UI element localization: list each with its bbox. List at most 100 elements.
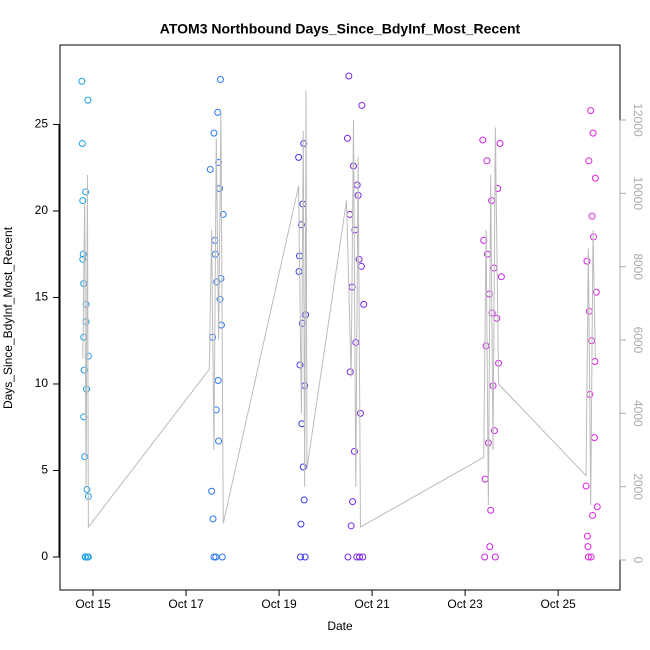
point [347, 522, 355, 530]
y2-tick-label: 4000 [631, 400, 645, 427]
y2-tick-label: 12000 [631, 103, 645, 137]
y2-tick-label: 0 [631, 557, 645, 564]
point [297, 221, 305, 229]
point [82, 553, 90, 561]
x-axis-label: Date [327, 619, 353, 633]
point [584, 543, 592, 551]
plot-box [59, 44, 621, 591]
point [358, 101, 366, 109]
point [497, 273, 505, 281]
point [589, 511, 597, 519]
point [591, 174, 599, 182]
point [592, 288, 600, 296]
chart-title: ATOM3 Northbound Days_Since_BdyInf_Most_… [160, 21, 521, 37]
point [480, 236, 488, 244]
point [490, 427, 498, 435]
point [359, 553, 367, 561]
point [84, 96, 92, 104]
point [345, 72, 353, 80]
point [79, 197, 87, 205]
point [301, 553, 309, 561]
point [488, 197, 496, 205]
y-tick-label: 25 [35, 117, 49, 131]
point [589, 129, 597, 137]
point [584, 553, 592, 561]
point [215, 437, 223, 445]
point [209, 515, 217, 523]
point [206, 165, 214, 173]
point [297, 520, 305, 528]
point [295, 268, 303, 276]
point [296, 361, 304, 369]
line-series [82, 90, 596, 529]
point [214, 377, 222, 385]
y2-tick-label: 8000 [631, 253, 645, 280]
x-tick-label: Oct 25 [540, 597, 576, 611]
y2-tick-label: 6000 [631, 327, 645, 354]
point [482, 342, 490, 350]
point [583, 532, 591, 540]
point [493, 314, 501, 322]
point [346, 368, 354, 376]
y-tick-label: 20 [35, 203, 49, 217]
point [82, 188, 90, 196]
point [360, 300, 368, 308]
x-tick-label: Oct 21 [354, 597, 390, 611]
point [479, 136, 487, 144]
point [346, 210, 354, 218]
point [590, 434, 598, 442]
point [582, 482, 590, 490]
point [487, 506, 495, 514]
point [481, 553, 489, 561]
point [350, 447, 358, 455]
point [496, 140, 504, 147]
x-tick-label: Oct 15 [75, 597, 111, 611]
point [79, 255, 87, 263]
point [591, 357, 599, 365]
x-tick-label: Oct 23 [447, 597, 483, 611]
y-tick-label: 0 [41, 549, 48, 563]
y-axis-label: Days_Since_BdyInf_Most_Recent [1, 226, 15, 409]
point [218, 553, 226, 561]
point [352, 338, 360, 346]
point [213, 278, 221, 286]
point [356, 553, 364, 561]
y2-tick-label: 2000 [631, 473, 645, 500]
point [214, 108, 222, 116]
point [343, 134, 351, 142]
point [79, 250, 87, 258]
point [587, 553, 595, 561]
point [353, 181, 361, 189]
point [588, 212, 596, 220]
point [210, 129, 218, 137]
point [356, 409, 364, 417]
point [593, 503, 601, 511]
point [300, 496, 308, 504]
point [483, 157, 491, 165]
point [217, 321, 225, 329]
point [212, 553, 220, 561]
point [83, 486, 91, 493]
point [299, 463, 307, 471]
point [491, 553, 499, 561]
point [349, 498, 357, 506]
x-tick-label: Oct 17 [168, 597, 204, 611]
point [585, 157, 593, 165]
point [494, 184, 502, 192]
point [81, 453, 89, 461]
point [344, 553, 352, 561]
point [216, 295, 224, 303]
point [78, 77, 86, 85]
point [296, 553, 304, 561]
point [210, 553, 218, 561]
point [216, 75, 224, 83]
point [78, 140, 86, 147]
point [84, 553, 92, 561]
point [583, 257, 591, 265]
y-tick-label: 15 [35, 290, 49, 304]
y-tick-label: 10 [35, 376, 49, 390]
y-tick-label: 5 [41, 463, 48, 477]
y2-tick-label: 10000 [631, 177, 645, 211]
